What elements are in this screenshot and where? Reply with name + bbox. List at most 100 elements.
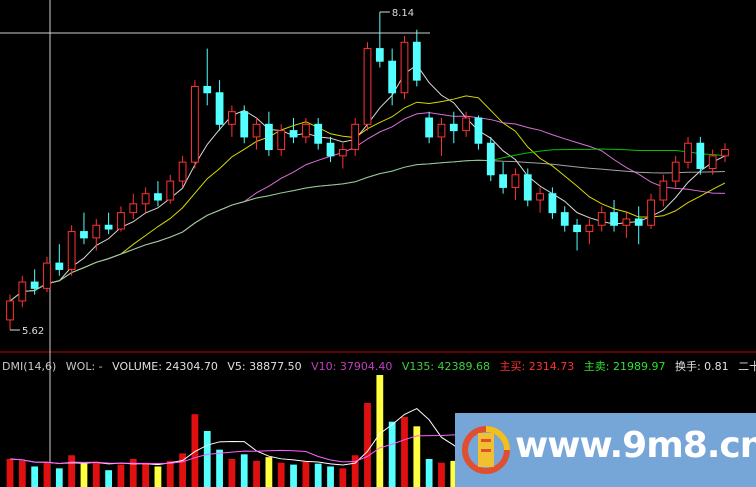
candle-body [412, 41, 421, 81]
dmi-label[interactable]: DMI(14,6) [2, 360, 57, 373]
candle-body [474, 117, 483, 144]
volume-bar [277, 462, 285, 487]
volume-bar [450, 460, 458, 487]
candle-body [363, 48, 372, 125]
candle-body [696, 142, 705, 169]
volume-bar [31, 466, 39, 487]
candle-body [511, 174, 520, 188]
candle-body [252, 123, 261, 138]
volume-bar [351, 455, 359, 487]
candle-body [659, 180, 668, 201]
candle-body [277, 130, 286, 151]
volume-bar [425, 459, 433, 487]
volume-bar [339, 468, 347, 487]
volume-bar [401, 417, 408, 487]
volume-bar [376, 375, 384, 487]
candle-body [499, 174, 507, 188]
volume-value: VOLUME: 24304.70 [112, 360, 218, 373]
volume-bar [117, 464, 125, 487]
candle-body [375, 48, 384, 62]
v5-value: V5: 38877.50 [227, 360, 302, 373]
candle-body [647, 199, 655, 226]
volume-bar [129, 459, 137, 487]
volume-bar [364, 403, 371, 487]
candle-body [610, 212, 618, 226]
candle-body [154, 193, 162, 201]
volume-bar [92, 461, 100, 487]
candle-body [141, 193, 150, 205]
watermark: www.9m8.cn [455, 413, 756, 487]
candle-body [129, 203, 138, 214]
candle-body [388, 60, 397, 94]
candle-body [30, 281, 39, 289]
candle-body [178, 161, 187, 182]
turnover20-label: 二十日换手 [738, 360, 756, 373]
volume-bar [203, 431, 211, 487]
candle-body [548, 193, 557, 214]
volume-bar [166, 460, 174, 487]
volume-bar [314, 463, 322, 487]
price-high-label: 8.14 [392, 8, 414, 19]
watermark-text: www.9m8.cn [515, 425, 756, 466]
volume-bar [179, 453, 186, 487]
candle-body [560, 212, 569, 226]
candle-body [536, 193, 544, 201]
candle-body [721, 149, 729, 157]
candle-body [104, 224, 113, 230]
volume-bar [55, 468, 63, 487]
candle-body [486, 142, 495, 176]
candle-body [622, 218, 631, 226]
volume-bar [216, 449, 223, 487]
candle-body [55, 262, 64, 270]
turnover-value: 换手: 0.81 [674, 360, 729, 373]
wol-label: WOL: - [65, 360, 103, 373]
volume-bar [105, 470, 113, 487]
candle-body [338, 149, 347, 157]
logo-icon [462, 426, 510, 474]
candle-body [671, 161, 680, 182]
candle-body [437, 123, 446, 138]
price-low-label: 5.62 [22, 326, 44, 337]
candle-body [6, 300, 14, 321]
v10-value: V10: 37904.40 [311, 360, 393, 373]
volume-bar [327, 466, 334, 487]
indicator-bar: DMI(14,6) WOL: - VOLUME: 24304.70 V5: 38… [2, 358, 756, 374]
candle-body [708, 155, 717, 169]
candle-body [351, 123, 360, 151]
candle-body [264, 123, 273, 151]
volume-bar [80, 463, 88, 487]
volume-bar [228, 459, 236, 487]
candle-body [240, 111, 249, 138]
volume-bar [438, 462, 445, 487]
candle-body [203, 85, 212, 94]
candle-body [462, 117, 471, 132]
candle-body [573, 224, 581, 233]
main-sell-value: 主卖: 21989.97 [583, 360, 666, 373]
candle-body [301, 123, 310, 138]
candle-body [92, 224, 101, 239]
candle-body [228, 111, 236, 125]
ma20-line [9, 112, 726, 302]
ma80-line [9, 159, 726, 302]
volume-bar [302, 461, 310, 487]
candle-body [43, 262, 51, 289]
volume-bar [240, 454, 248, 487]
volume-bar [388, 421, 396, 487]
volume-bar [290, 464, 297, 487]
candle-body [67, 231, 76, 270]
candle-body [425, 117, 434, 138]
volume-bar [68, 455, 76, 487]
volume-bar [154, 466, 162, 487]
candle-body [215, 92, 224, 125]
volume-bar [142, 462, 149, 487]
candle-body [585, 224, 594, 233]
candle-body [80, 231, 88, 239]
volume-bar [413, 426, 421, 487]
volume-bar [253, 460, 260, 487]
candle-body [314, 123, 323, 144]
volume-bar [265, 457, 273, 487]
candle-body [449, 123, 458, 132]
candle-body [166, 180, 175, 201]
candle-body [117, 212, 125, 230]
volume-bar [43, 462, 51, 487]
